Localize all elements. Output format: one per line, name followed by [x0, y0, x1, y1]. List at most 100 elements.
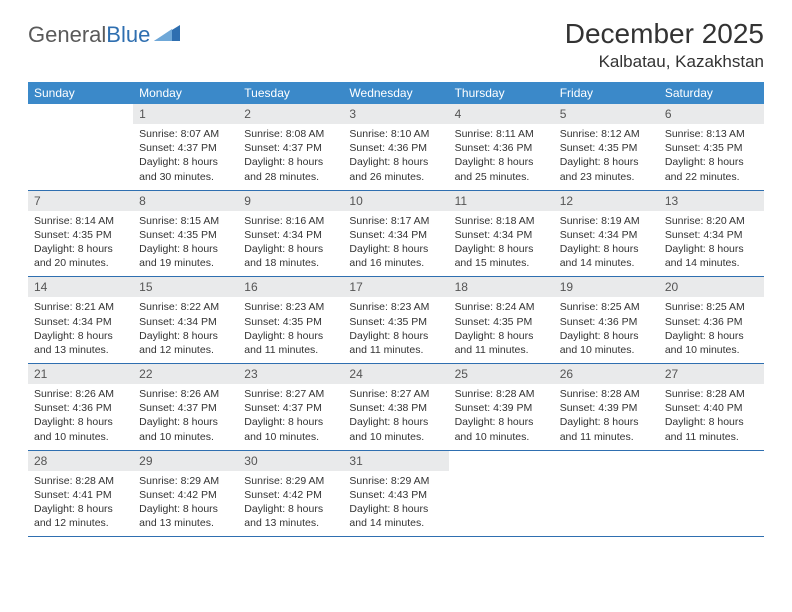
sunset-text: Sunset: 4:42 PM	[244, 488, 337, 502]
title-block: December 2025 Kalbatau, Kazakhstan	[565, 18, 764, 72]
day-number	[659, 451, 764, 471]
calendar-day-cell: 31Sunrise: 8:29 AMSunset: 4:43 PMDayligh…	[343, 450, 448, 537]
sunset-text: Sunset: 4:39 PM	[455, 401, 548, 415]
calendar-week-row: 7Sunrise: 8:14 AMSunset: 4:35 PMDaylight…	[28, 190, 764, 277]
logo-triangle-icon	[154, 23, 180, 41]
daylight-text: Daylight: 8 hours and 13 minutes.	[244, 502, 337, 530]
sunset-text: Sunset: 4:36 PM	[665, 315, 758, 329]
sunset-text: Sunset: 4:34 PM	[349, 228, 442, 242]
calendar-day-cell: 2Sunrise: 8:08 AMSunset: 4:37 PMDaylight…	[238, 104, 343, 190]
sunset-text: Sunset: 4:36 PM	[455, 141, 548, 155]
sunset-text: Sunset: 4:34 PM	[139, 315, 232, 329]
daylight-text: Daylight: 8 hours and 13 minutes.	[139, 502, 232, 530]
calendar-day-cell: 30Sunrise: 8:29 AMSunset: 4:42 PMDayligh…	[238, 450, 343, 537]
daylight-text: Daylight: 8 hours and 10 minutes.	[139, 415, 232, 443]
day-details: Sunrise: 8:28 AMSunset: 4:41 PMDaylight:…	[28, 471, 133, 537]
calendar-page: GeneralBlue December 2025 Kalbatau, Kaza…	[0, 0, 792, 537]
sunset-text: Sunset: 4:36 PM	[560, 315, 653, 329]
day-number: 13	[659, 191, 764, 211]
daylight-text: Daylight: 8 hours and 15 minutes.	[455, 242, 548, 270]
calendar-day-cell	[28, 104, 133, 190]
sunrise-text: Sunrise: 8:23 AM	[244, 300, 337, 314]
sunrise-text: Sunrise: 8:15 AM	[139, 214, 232, 228]
daylight-text: Daylight: 8 hours and 14 minutes.	[560, 242, 653, 270]
daylight-text: Daylight: 8 hours and 10 minutes.	[34, 415, 127, 443]
daylight-text: Daylight: 8 hours and 11 minutes.	[349, 329, 442, 357]
calendar-day-cell	[449, 450, 554, 537]
day-details: Sunrise: 8:25 AMSunset: 4:36 PMDaylight:…	[554, 297, 659, 363]
day-details: Sunrise: 8:26 AMSunset: 4:37 PMDaylight:…	[133, 384, 238, 450]
sunrise-text: Sunrise: 8:25 AM	[560, 300, 653, 314]
calendar-day-cell: 13Sunrise: 8:20 AMSunset: 4:34 PMDayligh…	[659, 190, 764, 277]
sunrise-text: Sunrise: 8:23 AM	[349, 300, 442, 314]
location-label: Kalbatau, Kazakhstan	[565, 52, 764, 72]
day-number: 29	[133, 451, 238, 471]
daylight-text: Daylight: 8 hours and 26 minutes.	[349, 155, 442, 183]
day-details: Sunrise: 8:25 AMSunset: 4:36 PMDaylight:…	[659, 297, 764, 363]
sunrise-text: Sunrise: 8:24 AM	[455, 300, 548, 314]
day-details: Sunrise: 8:28 AMSunset: 4:39 PMDaylight:…	[449, 384, 554, 450]
calendar-week-row: 1Sunrise: 8:07 AMSunset: 4:37 PMDaylight…	[28, 104, 764, 190]
sunrise-text: Sunrise: 8:11 AM	[455, 127, 548, 141]
sunrise-text: Sunrise: 8:28 AM	[665, 387, 758, 401]
day-details: Sunrise: 8:20 AMSunset: 4:34 PMDaylight:…	[659, 211, 764, 277]
daylight-text: Daylight: 8 hours and 12 minutes.	[139, 329, 232, 357]
calendar-day-cell: 10Sunrise: 8:17 AMSunset: 4:34 PMDayligh…	[343, 190, 448, 277]
calendar-day-cell	[659, 450, 764, 537]
day-number: 6	[659, 104, 764, 124]
day-number: 30	[238, 451, 343, 471]
day-number	[554, 451, 659, 471]
day-number: 9	[238, 191, 343, 211]
sunset-text: Sunset: 4:37 PM	[139, 141, 232, 155]
sunrise-text: Sunrise: 8:26 AM	[34, 387, 127, 401]
calendar-day-cell: 26Sunrise: 8:28 AMSunset: 4:39 PMDayligh…	[554, 364, 659, 451]
sunset-text: Sunset: 4:34 PM	[34, 315, 127, 329]
sunset-text: Sunset: 4:36 PM	[34, 401, 127, 415]
sunset-text: Sunset: 4:34 PM	[244, 228, 337, 242]
day-details: Sunrise: 8:14 AMSunset: 4:35 PMDaylight:…	[28, 211, 133, 277]
sunrise-text: Sunrise: 8:22 AM	[139, 300, 232, 314]
calendar-day-cell: 6Sunrise: 8:13 AMSunset: 4:35 PMDaylight…	[659, 104, 764, 190]
daylight-text: Daylight: 8 hours and 25 minutes.	[455, 155, 548, 183]
calendar-day-cell: 20Sunrise: 8:25 AMSunset: 4:36 PMDayligh…	[659, 277, 764, 364]
brand-part2: Blue	[106, 22, 150, 48]
calendar-day-cell: 12Sunrise: 8:19 AMSunset: 4:34 PMDayligh…	[554, 190, 659, 277]
calendar-day-cell: 28Sunrise: 8:28 AMSunset: 4:41 PMDayligh…	[28, 450, 133, 537]
weekday-header: Wednesday	[343, 82, 448, 104]
sunset-text: Sunset: 4:35 PM	[139, 228, 232, 242]
day-number	[449, 451, 554, 471]
day-details: Sunrise: 8:12 AMSunset: 4:35 PMDaylight:…	[554, 124, 659, 190]
brand-part1: General	[28, 22, 106, 48]
day-details: Sunrise: 8:27 AMSunset: 4:38 PMDaylight:…	[343, 384, 448, 450]
daylight-text: Daylight: 8 hours and 11 minutes.	[244, 329, 337, 357]
day-number: 31	[343, 451, 448, 471]
month-title: December 2025	[565, 18, 764, 50]
day-details: Sunrise: 8:23 AMSunset: 4:35 PMDaylight:…	[238, 297, 343, 363]
sunrise-text: Sunrise: 8:28 AM	[34, 474, 127, 488]
sunrise-text: Sunrise: 8:29 AM	[349, 474, 442, 488]
sunrise-text: Sunrise: 8:27 AM	[244, 387, 337, 401]
day-number: 4	[449, 104, 554, 124]
sunset-text: Sunset: 4:34 PM	[455, 228, 548, 242]
daylight-text: Daylight: 8 hours and 30 minutes.	[139, 155, 232, 183]
day-number: 15	[133, 277, 238, 297]
daylight-text: Daylight: 8 hours and 11 minutes.	[455, 329, 548, 357]
day-details: Sunrise: 8:28 AMSunset: 4:39 PMDaylight:…	[554, 384, 659, 450]
sunset-text: Sunset: 4:35 PM	[349, 315, 442, 329]
day-number: 8	[133, 191, 238, 211]
day-details: Sunrise: 8:08 AMSunset: 4:37 PMDaylight:…	[238, 124, 343, 190]
daylight-text: Daylight: 8 hours and 22 minutes.	[665, 155, 758, 183]
day-details: Sunrise: 8:23 AMSunset: 4:35 PMDaylight:…	[343, 297, 448, 363]
sunrise-text: Sunrise: 8:18 AM	[455, 214, 548, 228]
daylight-text: Daylight: 8 hours and 19 minutes.	[139, 242, 232, 270]
calendar-day-cell: 27Sunrise: 8:28 AMSunset: 4:40 PMDayligh…	[659, 364, 764, 451]
daylight-text: Daylight: 8 hours and 10 minutes.	[665, 329, 758, 357]
calendar-head: SundayMondayTuesdayWednesdayThursdayFrid…	[28, 82, 764, 104]
day-number: 14	[28, 277, 133, 297]
day-number: 21	[28, 364, 133, 384]
day-number: 24	[343, 364, 448, 384]
sunset-text: Sunset: 4:35 PM	[244, 315, 337, 329]
day-number: 28	[28, 451, 133, 471]
day-number: 17	[343, 277, 448, 297]
day-number: 10	[343, 191, 448, 211]
